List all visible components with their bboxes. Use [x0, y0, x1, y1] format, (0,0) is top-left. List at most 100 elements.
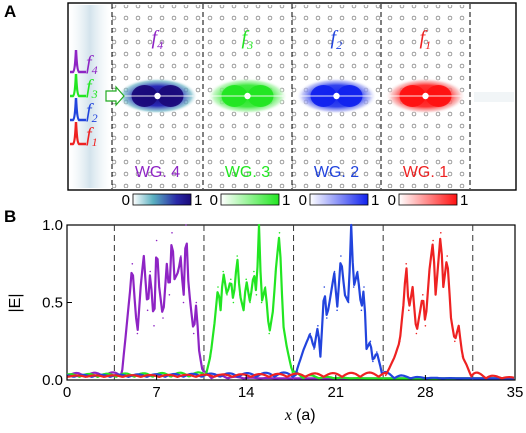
input-pulse: f2: [70, 97, 98, 125]
data-point: [168, 294, 171, 296]
x-axis-label-unit: (a): [296, 407, 316, 424]
data-point: [340, 255, 342, 257]
data-point: [230, 278, 232, 281]
data-point: [415, 332, 418, 335]
colorbar-gradient: [132, 193, 192, 206]
waveguide-label: WG. 1: [403, 164, 448, 181]
data-point: [424, 325, 427, 327]
data-point: [381, 371, 383, 374]
input-pulse: f4: [70, 49, 98, 77]
data-point: [470, 376, 473, 378]
data-point: [245, 278, 247, 281]
region-frequency-label: f3: [242, 27, 254, 52]
data-point: [286, 348, 289, 350]
data-point: [260, 301, 263, 304]
data-point: [317, 325, 319, 327]
data-point: [369, 340, 372, 343]
data-point: [166, 263, 168, 265]
data-point: [356, 270, 359, 273]
data-point: [205, 371, 208, 374]
data-point: [195, 301, 198, 304]
data-point: [146, 309, 149, 312]
colorbar-max-label: 1: [194, 192, 202, 209]
data-point: [282, 325, 285, 327]
x-tick-label: 0: [63, 384, 71, 401]
region-frequency-label: f4: [152, 27, 164, 52]
data-point: [376, 351, 378, 353]
data-point: [352, 286, 355, 288]
data-point: [219, 309, 222, 312]
colorbar-max-label: 1: [282, 192, 290, 209]
pulse-frequency-label: f1: [86, 124, 98, 149]
colorbar-min-label: 0: [122, 192, 130, 209]
colorbar-min-label: 0: [388, 192, 396, 209]
data-point: [388, 366, 391, 369]
x-tick-label: 7: [152, 384, 160, 401]
data-point: [177, 270, 180, 273]
data-point: [278, 232, 281, 234]
data-point: [372, 360, 374, 363]
data-point: [461, 356, 464, 358]
input-field-glow: [70, 5, 110, 188]
colorbar-gradient: [309, 193, 369, 206]
data-point: [422, 294, 424, 296]
data-point: [326, 317, 328, 319]
input-pulse: f3: [70, 73, 98, 101]
waveguide-region: f2 WG. 2: [296, 27, 377, 181]
x-axis-ticks: 0 7 14 21 28 35: [63, 375, 524, 401]
colorbar-min-label: 0: [299, 192, 307, 209]
data-point: [136, 332, 139, 335]
data-point: [173, 278, 176, 281]
panel-b-letter: B: [4, 207, 16, 226]
y-tick-label: 0.5: [42, 295, 63, 312]
data-point: [442, 286, 445, 288]
data-point: [182, 301, 185, 304]
waveguide-boundaries: [113, 225, 474, 380]
series-layer: [66, 223, 515, 380]
data-point: [465, 363, 468, 366]
field-node: [422, 92, 429, 100]
data-point: [140, 278, 142, 281]
data-point: [236, 255, 238, 257]
data-point: [428, 270, 431, 273]
data-point: [155, 239, 158, 242]
waveguide-region: f1 WG. 1: [385, 27, 466, 181]
waveguide-region: f3 WG. 3: [207, 27, 288, 181]
data-point: [258, 224, 260, 226]
data-point: [432, 239, 434, 242]
data-point: [297, 363, 300, 366]
input-arrow-icon: [105, 85, 125, 107]
colorbar-gradient: [398, 193, 458, 206]
pulse-frequency-label: f3: [86, 76, 98, 101]
y-tick-label: 0.0: [42, 372, 63, 389]
data-point: [360, 309, 363, 312]
data-point: [393, 356, 396, 358]
x-axis-label-var: x: [284, 407, 292, 424]
data-point: [125, 332, 127, 335]
data-point: [434, 294, 437, 296]
data-point: [249, 301, 251, 304]
x-tick-label: 35: [507, 384, 524, 401]
region-dividers: [111, 4, 471, 189]
data-point: [158, 286, 160, 288]
data-point: [162, 317, 164, 319]
data-point: [272, 309, 274, 312]
regions-layer: f4 WG. 4 f3 WG. 3 f2 WG. 2 f1 WG. 1: [117, 27, 466, 181]
data-point: [419, 309, 422, 312]
data-point: [213, 325, 215, 327]
data-point: [347, 301, 350, 304]
data-point: [303, 348, 305, 350]
data-point: [437, 263, 440, 265]
data-point: [350, 224, 353, 226]
data-point: [253, 270, 255, 273]
input-pulse: f1: [70, 121, 98, 149]
output-field-glow: [474, 92, 514, 102]
data-point: [232, 301, 235, 304]
data-point: [440, 232, 442, 234]
colorbar-gradient: [220, 193, 280, 206]
data-point: [450, 317, 452, 319]
data-point: [402, 301, 405, 304]
waveguide-label: WG. 2: [314, 164, 359, 181]
chart-b: 0 7 14 21 28 35 0.0 0.5 1.0 x (a) |E|: [7, 217, 523, 424]
